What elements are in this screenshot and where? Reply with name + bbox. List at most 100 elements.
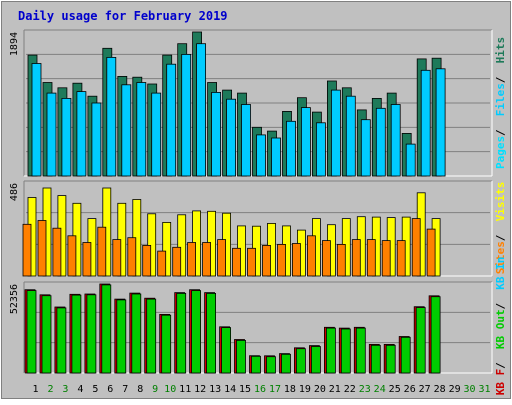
bar-files-day-7 <box>121 84 132 177</box>
day-label-7: 7 <box>122 384 128 395</box>
bar-sites-day-20 <box>306 235 316 277</box>
bar-files-day-5 <box>91 102 102 177</box>
day-label-2: 2 <box>47 384 53 395</box>
day-label-11: 11 <box>179 384 191 395</box>
bar-sites-day-8 <box>127 237 137 277</box>
bar-visits-day-9 <box>147 213 157 277</box>
bar-files-day-2 <box>46 92 57 177</box>
bar-sites-day-22 <box>336 243 346 277</box>
bar-files-day-12 <box>196 43 207 177</box>
bar-kb-in-day-2 <box>41 295 52 374</box>
bar-kb-in-day-14 <box>221 327 232 374</box>
bar-kb-in-day-20 <box>310 346 321 374</box>
bar-files-day-6 <box>106 57 117 177</box>
bar-files-day-4 <box>76 91 87 177</box>
day-label-4: 4 <box>77 384 83 395</box>
bar-sites-day-26 <box>396 240 406 277</box>
bar-files-day-21 <box>330 89 341 177</box>
day-label-18: 18 <box>284 384 296 395</box>
bar-kb-in-day-6 <box>101 284 112 374</box>
day-label-26: 26 <box>404 384 416 395</box>
bar-sites-day-23 <box>351 239 361 277</box>
legend-sites: Sites <box>494 241 507 274</box>
day-label-31: 31 <box>478 384 490 395</box>
day-label-29: 29 <box>449 384 461 395</box>
bar-kb-in-day-9 <box>146 298 157 374</box>
bar-visits-day-10 <box>162 221 172 277</box>
bar-files-day-25 <box>390 104 401 177</box>
x-axis-day-labels: 1 2 3 4 5 6 7 8 9 10 11 12 13 14 15 16 17 18 19 20 21 22 23 24 2… <box>32 384 490 395</box>
bar-sites-day-9 <box>142 244 152 277</box>
bar-kb-in-day-7 <box>116 299 127 374</box>
bar-files-day-18 <box>286 120 296 177</box>
day-label-27: 27 <box>419 384 431 395</box>
bar-files-day-27 <box>420 69 431 177</box>
day-label-24: 24 <box>374 384 386 395</box>
bar-kb-in-day-17 <box>266 356 276 374</box>
bar-files-day-14 <box>226 98 237 177</box>
day-label-8: 8 <box>137 384 143 395</box>
bar-kb-in-day-8 <box>131 293 142 374</box>
panel-kbytes: 52356 KB F / KB Out / KB In <box>9 257 507 396</box>
bar-files-day-16 <box>256 134 266 177</box>
bar-files-day-17 <box>271 137 281 177</box>
bar-sites-day-4 <box>67 235 77 277</box>
bar-files-day-15 <box>241 104 251 177</box>
legend-kbytes: KB F / KB Out / KB In <box>494 257 507 396</box>
day-label-16: 16 <box>254 384 266 395</box>
bar-files-day-10 <box>166 63 177 177</box>
day-label-1: 1 <box>32 384 38 395</box>
day-label-20: 20 <box>314 384 326 395</box>
bar-kb-in-day-4 <box>71 294 82 374</box>
bar-sites-day-19 <box>291 243 301 277</box>
day-label-15: 15 <box>239 384 251 395</box>
chart-title: Daily usage for February 2019 <box>18 9 228 23</box>
bar-files-day-23 <box>360 119 371 177</box>
legend-separator: / <box>494 129 507 136</box>
bar-sites-day-28 <box>426 228 436 277</box>
day-label-5: 5 <box>92 384 98 395</box>
legend-visits-sites: Sites / Visits <box>494 182 507 275</box>
bar-kb-in-day-23 <box>355 327 366 374</box>
day-label-10: 10 <box>164 384 176 395</box>
bar-files-day-3 <box>61 98 72 177</box>
bar-sites-day-15 <box>232 247 241 277</box>
bar-kb-in-day-10 <box>161 314 172 374</box>
bar-kb-in-day-16 <box>251 355 261 374</box>
bar-files-day-8 <box>136 82 147 177</box>
bar-sites-day-10 <box>157 250 167 277</box>
bar-sites-day-2 <box>37 220 47 277</box>
day-label-22: 22 <box>344 384 356 395</box>
bar-sites-day-5 <box>82 242 92 277</box>
bar-sites-day-27 <box>411 218 421 277</box>
day-label-17: 17 <box>269 384 281 395</box>
bar-sites-day-1 <box>22 223 32 277</box>
day-label-6: 6 <box>107 384 113 395</box>
y-axis-max-label: 1894 <box>9 32 20 56</box>
legend-hits-files-pages: Pages / Files / Hits <box>494 37 507 169</box>
bar-sites-day-7 <box>112 239 122 277</box>
bar-files-day-9 <box>151 92 162 177</box>
bar-sites-day-12 <box>187 242 197 277</box>
bar-kb-in-day-24 <box>370 344 381 374</box>
bar-kb-in-day-19 <box>295 348 306 374</box>
bar-sites-day-16 <box>247 247 256 277</box>
bar-sites-day-18 <box>277 243 286 277</box>
day-label-3: 3 <box>62 384 68 395</box>
bar-files-day-11 <box>181 54 192 177</box>
legend-kb-out: KB Out <box>494 309 507 349</box>
legend-separator: / <box>494 234 507 241</box>
bar-kb-in-day-25 <box>385 344 396 374</box>
bar-files-day-28 <box>435 68 446 177</box>
day-label-23: 23 <box>359 384 371 395</box>
frame-shadow <box>1 1 511 399</box>
legend-pages: Pages <box>494 136 507 169</box>
bar-files-day-13 <box>211 92 222 177</box>
day-label-12: 12 <box>194 384 206 395</box>
bar-kb-in-day-5 <box>86 294 97 374</box>
bar-kb-in-day-15 <box>236 339 246 374</box>
bar-kb-in-day-1 <box>26 290 37 374</box>
panel-hits-files-pages: 1894 Pages / Files / Hits <box>9 29 507 177</box>
